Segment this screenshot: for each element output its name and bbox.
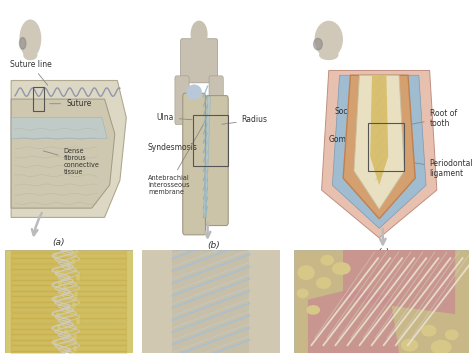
Text: Socket: Socket: [334, 107, 376, 116]
Text: Periodontal
ligament: Periodontal ligament: [407, 159, 473, 178]
Text: Suture: Suture: [50, 99, 91, 108]
Text: Ulna: Ulna: [156, 113, 192, 122]
Circle shape: [20, 20, 41, 57]
Text: Gomphosis: Gomphosis: [329, 135, 379, 144]
Circle shape: [314, 39, 322, 50]
Text: Syndesmosis: Syndesmosis: [148, 141, 203, 152]
Polygon shape: [343, 250, 455, 314]
FancyBboxPatch shape: [205, 96, 228, 226]
Polygon shape: [249, 250, 280, 353]
FancyBboxPatch shape: [5, 250, 133, 353]
Text: Radius: Radius: [222, 115, 268, 125]
Polygon shape: [11, 99, 115, 208]
Text: Antebrachial
interosseous
membrane: Antebrachial interosseous membrane: [148, 125, 203, 195]
FancyBboxPatch shape: [175, 76, 189, 125]
Ellipse shape: [320, 50, 338, 60]
Text: (c): (c): [377, 248, 389, 257]
Ellipse shape: [402, 340, 418, 351]
Text: (b): (b): [207, 241, 219, 250]
Polygon shape: [343, 75, 415, 219]
Circle shape: [191, 21, 207, 47]
Ellipse shape: [332, 263, 350, 274]
Text: Root of
tooth: Root of tooth: [407, 109, 457, 128]
Polygon shape: [11, 118, 107, 139]
Ellipse shape: [24, 50, 37, 60]
FancyBboxPatch shape: [142, 250, 280, 353]
FancyBboxPatch shape: [209, 76, 223, 125]
Ellipse shape: [446, 330, 458, 340]
Text: (a): (a): [52, 238, 65, 247]
Polygon shape: [308, 289, 399, 353]
Polygon shape: [321, 70, 437, 238]
Polygon shape: [203, 97, 210, 217]
Ellipse shape: [422, 326, 436, 336]
Ellipse shape: [431, 341, 451, 354]
Circle shape: [315, 21, 342, 57]
Polygon shape: [332, 75, 426, 228]
Ellipse shape: [298, 266, 314, 280]
Ellipse shape: [321, 256, 333, 265]
Polygon shape: [370, 75, 388, 185]
Polygon shape: [11, 81, 126, 217]
Polygon shape: [354, 75, 404, 209]
Text: Dense
fibrous
connective
tissue: Dense fibrous connective tissue: [43, 148, 100, 175]
Ellipse shape: [187, 85, 201, 99]
Ellipse shape: [307, 306, 319, 314]
FancyBboxPatch shape: [182, 93, 205, 235]
Polygon shape: [142, 250, 173, 353]
Circle shape: [19, 37, 26, 49]
FancyBboxPatch shape: [294, 250, 469, 353]
FancyBboxPatch shape: [181, 39, 218, 83]
Ellipse shape: [317, 278, 331, 288]
Ellipse shape: [297, 289, 308, 297]
Text: Suture line: Suture line: [10, 60, 52, 85]
